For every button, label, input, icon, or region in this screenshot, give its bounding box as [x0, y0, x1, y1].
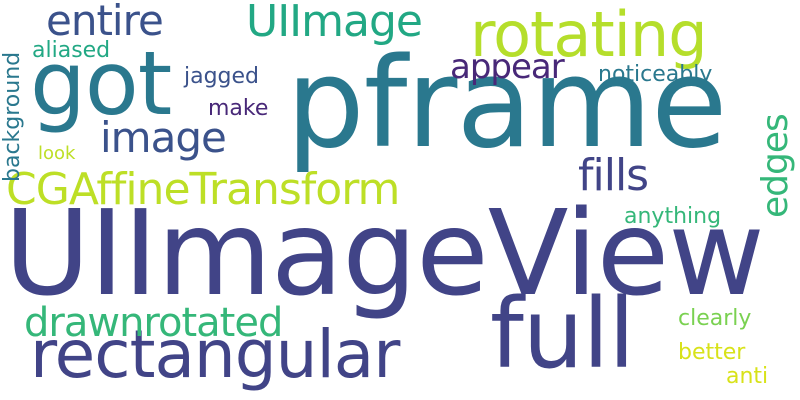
- word-aliased: aliased: [32, 38, 111, 63]
- word-anti: anti: [726, 364, 769, 389]
- word-uiimage: UIImage: [246, 0, 423, 47]
- word-fills: fills: [578, 150, 649, 201]
- word-noticeably: noticeably: [598, 62, 713, 87]
- word-pframe: pframe: [286, 32, 727, 176]
- word-edges: edges: [755, 114, 796, 218]
- word-make: make: [208, 96, 269, 121]
- word-rotating: rotating: [470, 0, 708, 71]
- word-clearly: clearly: [678, 306, 752, 331]
- word-background: background: [0, 51, 25, 182]
- word-full: full: [490, 278, 635, 390]
- word-rotated: rotated: [143, 300, 283, 346]
- word-uiimageview: UIImageView: [4, 184, 765, 322]
- word-entire: entire: [46, 0, 164, 45]
- word-rectangular: rectangular: [30, 316, 400, 393]
- word-look: look: [38, 143, 76, 164]
- word-drawn-rotated: drawnrotated: [24, 300, 283, 346]
- word-drawn: drawn: [24, 300, 144, 346]
- word-appear: appear: [450, 47, 565, 87]
- word-anything: anything: [624, 204, 722, 229]
- word-jagged: jagged: [184, 64, 260, 89]
- word-better: better: [678, 340, 746, 365]
- word-image: image: [100, 113, 227, 162]
- word-got: got: [30, 32, 172, 135]
- word-cgaffinetransform: CGAffineTransform: [6, 164, 400, 215]
